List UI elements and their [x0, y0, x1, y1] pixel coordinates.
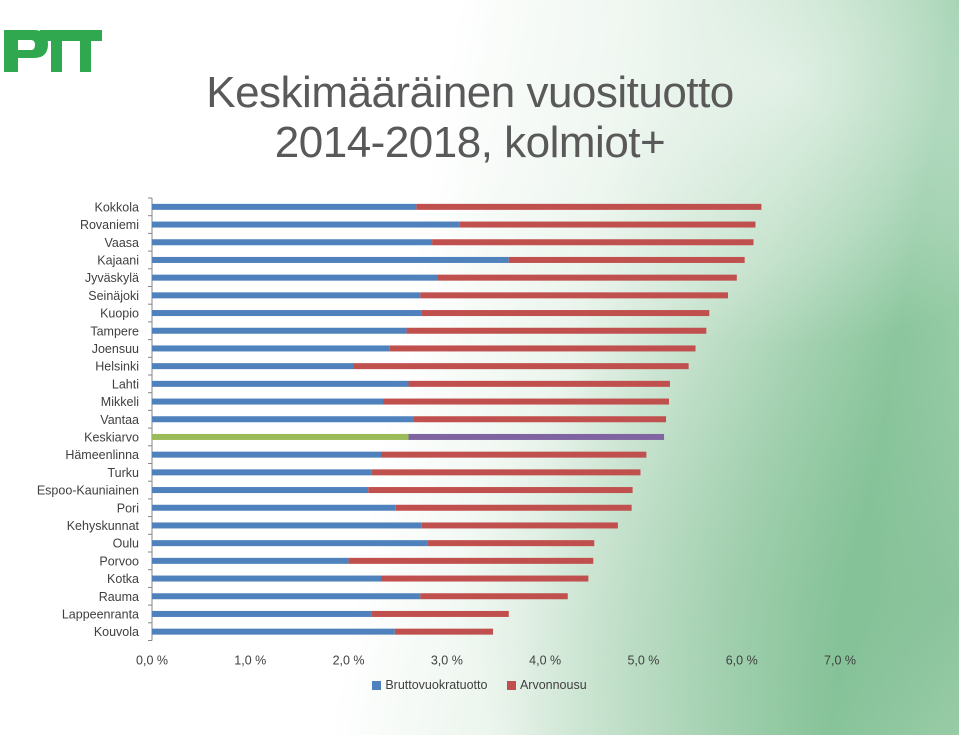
bar-arvonnousu: [382, 398, 669, 405]
category-label: Mikkeli: [101, 395, 139, 409]
legend-label-arvonnousu: Arvonnousu: [519, 678, 587, 692]
bar-bruttovuokratuotto: [152, 469, 372, 476]
bar-bruttovuokratuotto: [152, 239, 433, 246]
bar-arvonnousu: [427, 540, 595, 547]
bar-bruttovuokratuotto: [152, 327, 407, 334]
chart-title: Keskimääräinen vuosituotto 2014-2018, ko…: [150, 68, 790, 168]
bar-bruttovuokratuotto: [152, 416, 414, 423]
category-label: Seinäjoki: [88, 289, 139, 303]
category-label: Lappeenranta: [62, 607, 139, 621]
category-label: Jyväskylä: [85, 271, 139, 285]
bar-bruttovuokratuotto: [152, 345, 390, 352]
ptt-logo: [4, 30, 102, 72]
category-label: Porvoo: [99, 554, 139, 568]
category-label: Kuopio: [100, 307, 139, 321]
x-tick-label: 4,0 %: [529, 654, 561, 668]
category-label: Kajaani: [97, 253, 139, 267]
category-label: Keskiarvo: [84, 430, 139, 444]
category-label: Lahti: [112, 377, 139, 391]
bar-bruttovuokratuotto: [152, 557, 349, 564]
legend-label-brutto: Bruttovuokratuotto: [385, 678, 488, 692]
bar-bruttovuokratuotto: [152, 487, 369, 494]
category-label: Hämeenlinna: [65, 448, 139, 462]
bar-bruttovuokratuotto: [152, 203, 417, 210]
x-tick-label: 6,0 %: [726, 654, 758, 668]
bar-arvonnousu: [395, 504, 632, 511]
bar-arvonnousu: [438, 274, 737, 281]
bar-bruttovuokratuotto: [152, 221, 460, 228]
bar-bruttovuokratuotto: [152, 380, 409, 387]
category-label: Rauma: [99, 590, 139, 604]
bar-arvonnousu: [432, 239, 754, 246]
bar-arvonnousu: [406, 327, 707, 334]
bar-arvonnousu: [408, 433, 665, 440]
category-label: Helsinki: [95, 360, 139, 374]
category-label: Espoo-Kauniainen: [37, 484, 139, 498]
bar-bruttovuokratuotto: [152, 451, 382, 458]
category-label: Vantaa: [100, 413, 139, 427]
bar-arvonnousu: [348, 557, 594, 564]
legend-item-arvonnousu: Arvonnousu: [506, 678, 587, 692]
bar-bruttovuokratuotto: [152, 610, 372, 617]
bar-bruttovuokratuotto: [152, 363, 354, 370]
x-tick-label: 0,0 %: [136, 654, 168, 668]
category-label: Kouvola: [94, 625, 139, 639]
bar-arvonnousu: [371, 469, 641, 476]
category-label: Oulu: [113, 537, 139, 551]
bar-arvonnousu: [381, 575, 589, 582]
bar-bruttovuokratuotto: [152, 628, 395, 635]
x-tick-label: 5,0 %: [627, 654, 659, 668]
bar-arvonnousu: [353, 363, 689, 370]
category-label: Kotka: [107, 572, 139, 586]
bar-bruttovuokratuotto: [152, 292, 421, 299]
bar-arvonnousu: [368, 487, 633, 494]
category-label: Turku: [108, 466, 140, 480]
bar-bruttovuokratuotto: [152, 310, 422, 317]
bar-arvonnousu: [416, 203, 762, 210]
category-label: Pori: [117, 501, 139, 515]
x-tick-label: 1,0 %: [234, 654, 266, 668]
x-tick-label: 7,0 %: [824, 654, 856, 668]
bar-arvonnousu: [508, 256, 745, 263]
bar-arvonnousu: [408, 380, 670, 387]
legend-item-brutto: Bruttovuokratuotto: [372, 678, 487, 692]
category-label: Kehyskunnat: [67, 519, 140, 533]
x-tick-label: 3,0 %: [431, 654, 463, 668]
bar-arvonnousu: [421, 310, 710, 317]
category-label: Kokkola: [95, 200, 140, 214]
bar-arvonnousu: [381, 451, 647, 458]
bar-arvonnousu: [420, 593, 568, 600]
bar-arvonnousu: [413, 416, 667, 423]
bar-bruttovuokratuotto: [152, 522, 422, 529]
bar-bruttovuokratuotto: [152, 433, 409, 440]
bar-arvonnousu: [420, 292, 728, 299]
bar-bruttovuokratuotto: [152, 504, 396, 511]
bar-arvonnousu: [421, 522, 618, 529]
bar-bruttovuokratuotto: [152, 593, 421, 600]
category-label: Rovaniemi: [80, 218, 139, 232]
chart-title-line2: 2014-2018, kolmiot+: [274, 118, 666, 167]
bar-bruttovuokratuotto: [152, 274, 439, 281]
chart-title-line1: Keskimääräinen vuosituotto: [206, 68, 734, 117]
bar-arvonnousu: [394, 628, 494, 635]
bar-bruttovuokratuotto: [152, 398, 383, 405]
bar-arvonnousu: [389, 345, 696, 352]
category-label: Vaasa: [104, 236, 139, 250]
category-label: Tampere: [90, 324, 139, 338]
bar-arvonnousu: [459, 221, 756, 228]
bar-bruttovuokratuotto: [152, 540, 428, 547]
bar-arvonnousu: [371, 610, 509, 617]
category-label: Joensuu: [92, 342, 139, 356]
bar-bruttovuokratuotto: [152, 256, 509, 263]
bar-bruttovuokratuotto: [152, 575, 382, 582]
legend-swatch-brutto: [372, 680, 382, 690]
x-tick-label: 2,0 %: [333, 654, 365, 668]
stacked-bar-chart: Kokkola Rovaniemi Vaasa Kajaani Jyväskylä Sei…: [37, 197, 856, 668]
chart-legend: Bruttovuokratuotto Arvonnousu: [0, 678, 959, 693]
legend-swatch-arvonnousu: [506, 680, 516, 690]
